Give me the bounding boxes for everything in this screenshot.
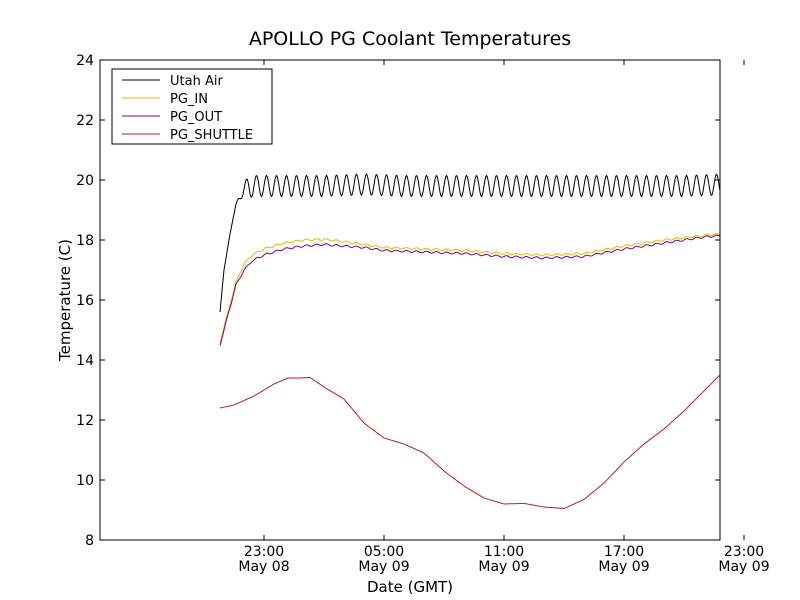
y-tick-label: 12 (76, 413, 94, 429)
legend-label: PG_IN (170, 92, 208, 107)
legend-label: Utah Air (170, 74, 223, 89)
chart-title: APOLLO PG Coolant Temperatures (249, 28, 571, 50)
y-tick-label: 22 (76, 113, 94, 129)
x-tick-label-time: 23:00 (724, 544, 764, 560)
y-tick-label: 24 (76, 53, 94, 69)
y-tick-label: 14 (76, 353, 94, 369)
plot-area (219, 173, 720, 510)
legend-label: PG_OUT (170, 110, 222, 125)
x-tick-label-date: May 09 (598, 559, 649, 575)
series-line-pg-shuttle (219, 374, 720, 510)
series-line-pg-out (219, 234, 720, 346)
x-tick-label-time: 11:00 (484, 544, 524, 560)
x-axis-title: Date (GMT) (367, 578, 453, 596)
legend: Utah Air PG_IN PG_OUT PG_SHUTTLE (111, 68, 273, 145)
y-axis: 8 10 12 14 16 18 20 22 24 (76, 53, 720, 549)
series-line-pg-in (219, 233, 720, 343)
x-tick-label-date: May 09 (718, 559, 769, 575)
legend-box (111, 68, 273, 145)
y-tick-label: 16 (76, 293, 94, 309)
y-tick-label: 8 (85, 533, 94, 549)
x-tick-label-time: 05:00 (364, 544, 404, 560)
x-tick-label-time: 23:00 (244, 544, 284, 560)
x-tick-label-date: May 09 (478, 559, 529, 575)
y-tick-label: 18 (76, 233, 94, 249)
y-axis-title: Temperature (C) (56, 239, 74, 362)
y-tick-label: 20 (76, 173, 94, 189)
series-line-utah-air (219, 173, 720, 313)
y-tick-label: 10 (76, 473, 94, 489)
x-tick-label-time: 17:00 (604, 544, 644, 560)
legend-label: PG_SHUTTLE (170, 128, 253, 143)
x-tick-label-date: May 08 (238, 559, 289, 575)
x-tick-label-date: May 09 (358, 559, 409, 575)
